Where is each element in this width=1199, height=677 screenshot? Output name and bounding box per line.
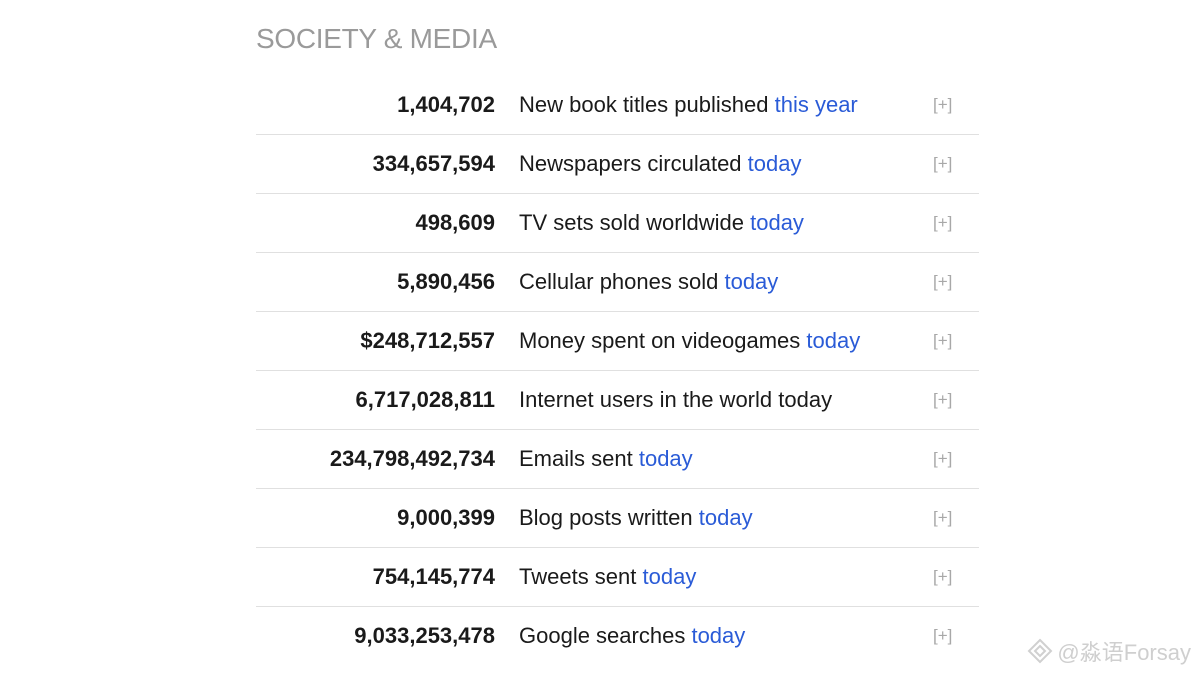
expand-toggle[interactable]: [+] <box>933 95 953 114</box>
section-title: SOCIETY & MEDIA <box>256 23 497 54</box>
stat-label-text: Tweets sent <box>519 564 637 589</box>
stat-label-text: TV sets sold worldwide <box>519 210 744 235</box>
stat-label-text: Money spent on videogames <box>519 328 801 353</box>
stat-label-text: Emails sent <box>519 446 633 471</box>
stat-value: 498,609 <box>415 210 495 235</box>
stat-row: 9,000,399 Blog posts written today [+] <box>256 489 979 548</box>
period-link[interactable]: today <box>691 623 746 648</box>
stat-value: 5,890,456 <box>397 269 495 294</box>
expand-toggle[interactable]: [+] <box>933 567 953 586</box>
expand-toggle[interactable]: [+] <box>933 449 953 468</box>
stat-row: 234,798,492,734 Emails sent today [+] <box>256 430 979 489</box>
stat-row: 754,145,774 Tweets sent today [+] <box>256 548 979 607</box>
stat-row: $248,712,557 Money spent on videogames to… <box>256 312 979 371</box>
period-text: today <box>778 387 833 412</box>
stat-label: New book titles published this year <box>519 76 858 134</box>
stat-label: Blog posts written today <box>519 489 753 547</box>
stat-label: Money spent on videogames today <box>519 312 860 370</box>
period-link[interactable]: today <box>747 151 802 176</box>
stat-row: 498,609 TV sets sold worldwide today [+] <box>256 194 979 253</box>
stat-row: 334,657,594 Newspapers circulated today [+… <box>256 135 979 194</box>
stat-row: 9,033,253,478 Google searches today [+] <box>256 607 979 665</box>
stat-value: 9,033,253,478 <box>354 623 495 648</box>
stat-label-text: Cellular phones sold <box>519 269 719 294</box>
stat-value: 234,798,492,734 <box>329 446 495 471</box>
stat-row: 5,890,456 Cellular phones sold today [+] <box>256 253 979 312</box>
stat-row: 6,717,028,811 Internet users in the world… <box>256 371 979 430</box>
stat-label-text: Blog posts written <box>519 505 693 530</box>
stat-label-text: Newspapers circulated <box>519 151 742 176</box>
expand-toggle[interactable]: [+] <box>933 213 953 232</box>
watermark: @淼语Forsay <box>1027 635 1191 667</box>
stat-label-text: Internet users in the world <box>519 387 773 412</box>
period-link[interactable]: today <box>638 446 693 471</box>
stat-value: 6,717,028,811 <box>355 387 495 412</box>
stat-row: 1,404,702 New book titles published this … <box>256 76 979 135</box>
expand-toggle[interactable]: [+] <box>933 272 953 291</box>
stat-value: 334,657,594 <box>372 151 495 176</box>
period-link[interactable]: today <box>642 564 697 589</box>
expand-toggle[interactable]: [+] <box>933 390 953 409</box>
stat-value: 1,404,702 <box>397 92 495 117</box>
stat-label: TV sets sold worldwide today <box>519 194 804 252</box>
diamond-logo-icon <box>1028 638 1053 664</box>
period-link[interactable]: today <box>806 328 861 353</box>
watermark-text: @淼语Forsay <box>1057 640 1191 665</box>
stat-label: Emails sent today <box>519 430 693 488</box>
stat-label-text: New book titles published <box>519 92 769 117</box>
stat-value: 754,145,774 <box>372 564 495 589</box>
stat-label-text: Google searches <box>519 623 686 648</box>
stat-label: Tweets sent today <box>519 548 696 606</box>
stat-label: Newspapers circulated today <box>519 135 802 193</box>
stats-list: 1,404,702 New book titles published this … <box>256 76 979 665</box>
expand-toggle[interactable]: [+] <box>933 331 953 350</box>
expand-toggle[interactable]: [+] <box>933 154 953 173</box>
expand-toggle[interactable]: [+] <box>933 626 953 645</box>
stat-value: $248,712,557 <box>360 328 495 353</box>
period-link[interactable]: today <box>750 210 804 235</box>
stat-label: Google searches today <box>519 607 745 665</box>
period-link[interactable]: this year <box>774 92 858 117</box>
period-link[interactable]: today <box>724 269 779 294</box>
expand-toggle[interactable]: [+] <box>933 508 953 527</box>
stat-value: 9,000,399 <box>397 505 495 530</box>
period-link[interactable]: today <box>698 505 753 530</box>
stat-label: Cellular phones sold today <box>519 253 778 311</box>
stat-label: Internet users in the world today <box>519 371 832 429</box>
